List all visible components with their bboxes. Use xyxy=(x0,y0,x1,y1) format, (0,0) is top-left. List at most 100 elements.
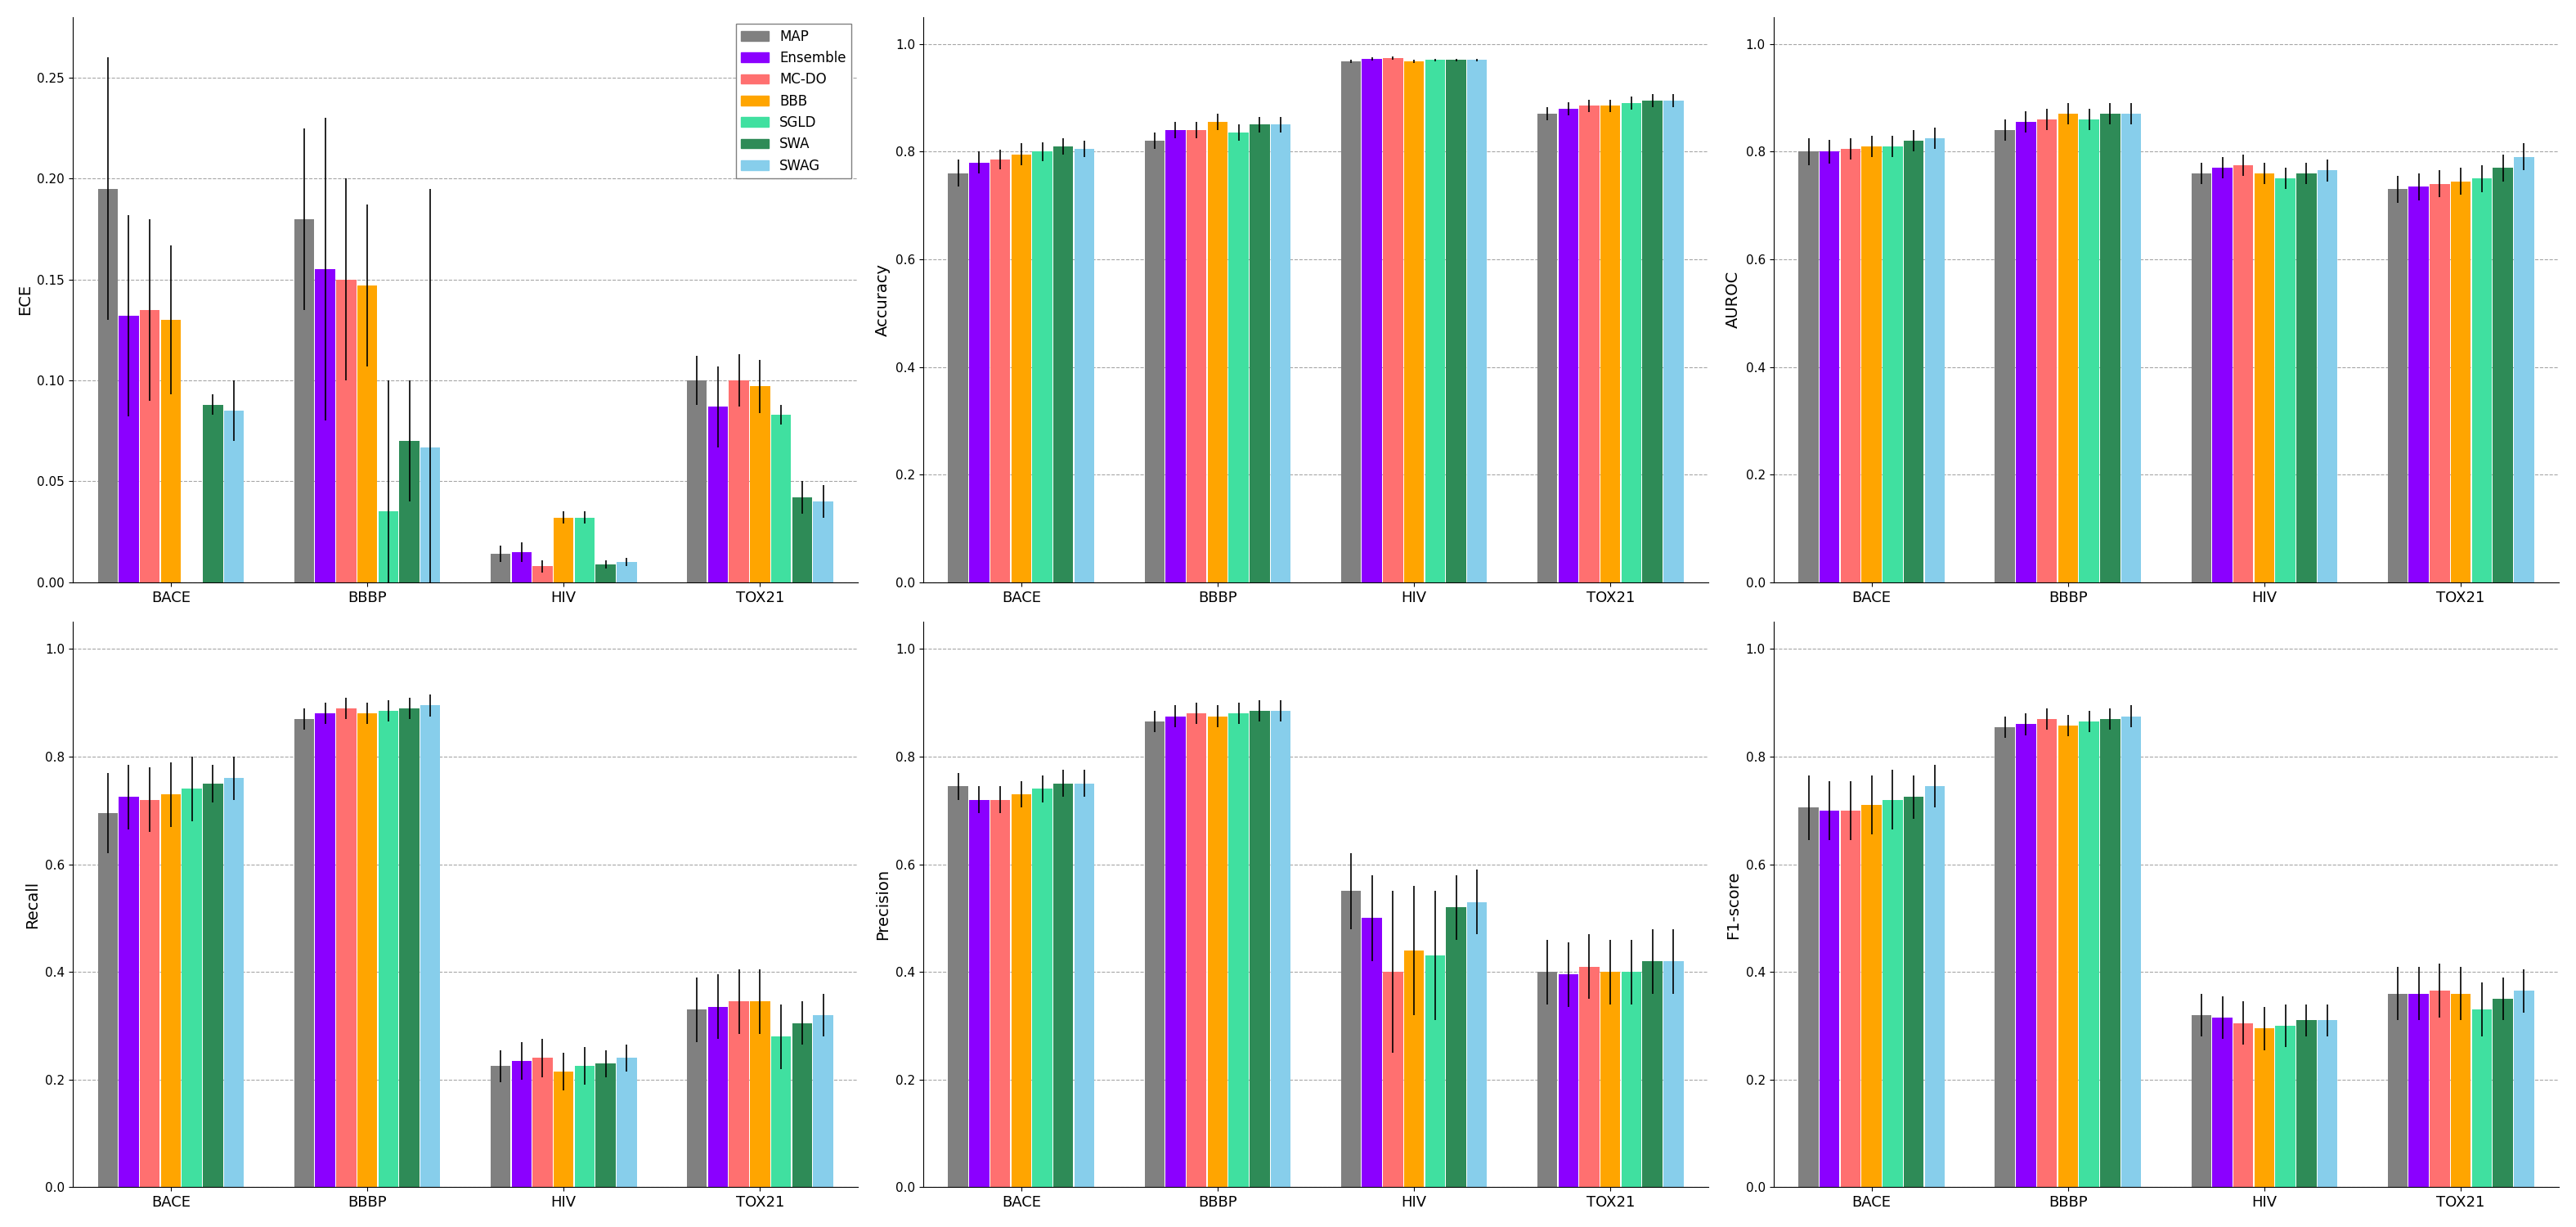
Bar xyxy=(489,555,510,583)
Bar xyxy=(814,502,832,583)
Bar xyxy=(1819,811,1839,1188)
Bar xyxy=(2514,157,2535,583)
Bar xyxy=(616,1058,636,1188)
Bar xyxy=(2388,994,2409,1188)
Bar xyxy=(616,562,636,583)
Bar xyxy=(1404,61,1425,583)
Bar xyxy=(595,564,616,583)
Bar xyxy=(1538,114,1558,583)
Bar xyxy=(513,552,531,583)
Bar xyxy=(2079,721,2099,1188)
Bar xyxy=(2017,724,2035,1188)
Bar xyxy=(1033,789,1051,1188)
Bar xyxy=(1074,784,1095,1188)
Bar xyxy=(1425,956,1445,1188)
Bar xyxy=(595,1064,616,1188)
Bar xyxy=(1600,106,1620,583)
Bar xyxy=(1994,728,2014,1188)
Bar xyxy=(1249,125,1270,583)
Bar xyxy=(337,708,355,1188)
Bar xyxy=(224,778,245,1188)
Bar xyxy=(2450,994,2470,1188)
Bar xyxy=(1538,972,1558,1188)
Bar xyxy=(1664,961,1685,1188)
Bar xyxy=(1819,152,1839,583)
Bar xyxy=(98,814,118,1188)
Bar xyxy=(513,1061,531,1188)
Bar xyxy=(2429,184,2450,583)
Bar xyxy=(1270,125,1291,583)
Bar xyxy=(1229,714,1249,1188)
Bar xyxy=(1208,717,1229,1188)
Bar xyxy=(1445,907,1466,1188)
Bar xyxy=(358,286,376,583)
Bar xyxy=(2233,1023,2254,1188)
Bar xyxy=(358,714,376,1188)
Bar xyxy=(337,280,355,583)
Bar xyxy=(420,447,440,583)
Bar xyxy=(1643,101,1662,583)
Bar xyxy=(948,787,969,1188)
Bar xyxy=(2450,182,2470,583)
Bar xyxy=(2058,114,2079,583)
Bar xyxy=(989,160,1010,583)
Bar xyxy=(489,1066,510,1188)
Bar xyxy=(314,714,335,1188)
Bar xyxy=(750,387,770,583)
Bar xyxy=(1363,918,1381,1188)
Bar xyxy=(708,406,729,583)
Bar xyxy=(2058,725,2079,1188)
Bar xyxy=(139,800,160,1188)
Bar xyxy=(1445,60,1466,583)
Bar xyxy=(1404,951,1425,1188)
Bar xyxy=(2213,168,2233,583)
Bar xyxy=(791,1023,811,1188)
Bar xyxy=(1383,58,1404,583)
Bar xyxy=(1342,891,1360,1188)
Bar xyxy=(1862,146,1880,583)
Bar xyxy=(554,1071,574,1188)
Bar xyxy=(1643,961,1662,1188)
Bar xyxy=(2494,168,2512,583)
Bar xyxy=(1904,141,1924,583)
Bar xyxy=(1188,714,1206,1188)
Bar xyxy=(729,1001,750,1188)
Bar xyxy=(1468,60,1486,583)
Bar xyxy=(969,800,989,1188)
Bar xyxy=(1425,60,1445,583)
Bar xyxy=(688,1010,706,1188)
Bar xyxy=(2120,114,2141,583)
Bar xyxy=(294,719,314,1188)
Bar xyxy=(1270,710,1291,1188)
Y-axis label: AUROC: AUROC xyxy=(1726,271,1741,329)
Bar xyxy=(1342,61,1360,583)
Bar xyxy=(1249,710,1270,1188)
Bar xyxy=(379,512,399,583)
Y-axis label: F1-score: F1-score xyxy=(1726,870,1741,939)
Bar xyxy=(2099,719,2120,1188)
Bar xyxy=(770,1037,791,1188)
Bar xyxy=(1164,717,1185,1188)
Bar xyxy=(1862,805,1880,1188)
Bar xyxy=(2295,173,2316,583)
Y-axis label: Accuracy: Accuracy xyxy=(876,264,891,336)
Bar xyxy=(1994,130,2014,583)
Bar xyxy=(2473,179,2491,583)
Bar xyxy=(533,1058,554,1188)
Bar xyxy=(1208,121,1229,583)
Bar xyxy=(1468,902,1486,1188)
Bar xyxy=(574,518,595,583)
Bar xyxy=(791,497,811,583)
Bar xyxy=(98,189,118,583)
Bar xyxy=(1620,103,1641,583)
Bar xyxy=(2409,994,2429,1188)
Bar xyxy=(1924,139,1945,583)
Bar xyxy=(574,1066,595,1188)
Bar xyxy=(183,789,201,1188)
Bar xyxy=(1842,148,1860,583)
Bar xyxy=(554,518,574,583)
Bar xyxy=(814,1015,832,1188)
Bar xyxy=(204,784,224,1188)
Bar xyxy=(729,380,750,583)
Bar xyxy=(2192,173,2210,583)
